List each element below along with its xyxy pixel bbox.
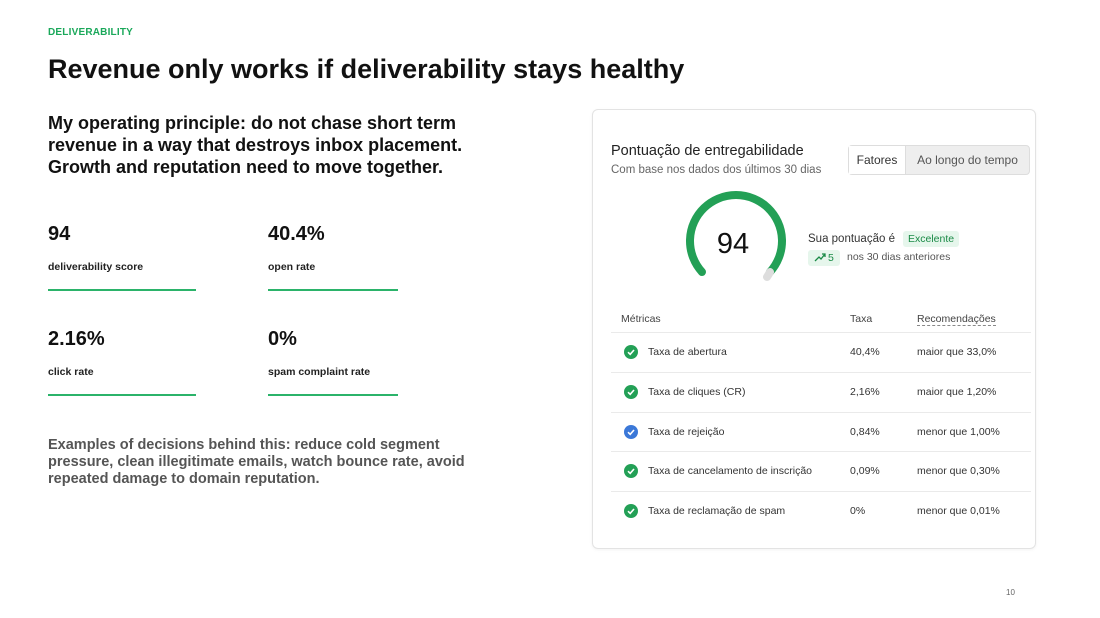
column-header: Taxa	[850, 313, 873, 325]
slide-title: Revenue only works if deliverability sta…	[48, 54, 685, 84]
metric-rate: 2,16%	[850, 385, 880, 398]
status-icon	[624, 384, 638, 399]
status-icon	[624, 424, 638, 439]
metric-label: open rate	[268, 261, 316, 273]
gauge	[686, 191, 786, 281]
examples-line: pressure, clean illegitimate emails, wat…	[48, 454, 465, 470]
score-value: 94	[716, 228, 750, 260]
metric-recommendation: menor que 1,00%	[917, 425, 1000, 438]
metric-rate: 0%	[850, 505, 866, 518]
metric-label: spam complaint rate	[268, 366, 371, 378]
rating-badge: Excelente	[903, 231, 960, 247]
column-header: Métricas	[621, 313, 661, 325]
card-title: Pontuação de entregabilidade	[611, 143, 804, 159]
column-header: Recomendações	[917, 313, 996, 326]
principle-line: revenue in a way that destroys inbox pla…	[48, 135, 463, 155]
metric-value: 0%	[268, 328, 297, 350]
metric-recommendation: menor que 0,30%	[917, 465, 1000, 478]
principle-line: Growth and reputation need to move toget…	[48, 157, 444, 177]
row-separator	[611, 411, 1031, 413]
metric-rate: 0,84%	[850, 425, 880, 438]
principle-line: My operating principle: do not chase sho…	[48, 113, 457, 133]
gauge-rest	[763, 268, 774, 281]
row-separator	[611, 451, 1031, 453]
change-text: nos 30 dias anteriores	[847, 251, 951, 263]
examples-line: Examples of decisions behind this: reduc…	[48, 437, 440, 453]
change-badge: 5	[808, 250, 840, 266]
row-separator	[611, 371, 1031, 373]
card-subtitle: Com base nos dados dos últimos 30 dias	[611, 164, 822, 176]
tab[interactable]: Ao longo do tempo	[917, 153, 1018, 167]
trend-icon	[814, 253, 826, 262]
metric-rate: 40,4%	[850, 346, 880, 358]
metric-value: 94	[48, 223, 71, 245]
tab[interactable]: Fatores	[849, 146, 906, 174]
metric-rule	[268, 289, 398, 291]
score-text: Sua pontuação é	[808, 233, 895, 245]
metric-recommendation: menor que 0,01%	[917, 505, 1000, 518]
metric-rate: 0,09%	[850, 465, 880, 478]
row-separator	[611, 332, 1031, 333]
page-number: 10	[1006, 588, 1015, 597]
metric-name: Taxa de abertura	[648, 346, 727, 358]
eyebrow: DELIVERABILITY	[48, 27, 134, 38]
metric-rule	[48, 394, 196, 396]
status-icon	[624, 504, 638, 519]
metric-value: 40.4%	[268, 223, 325, 245]
status-icon	[624, 464, 638, 479]
score-card	[592, 109, 1036, 549]
metric-value: 2.16%	[48, 328, 105, 350]
metric-name: Taxa de cliques (CR)	[648, 385, 746, 398]
metric-name: Taxa de cancelamento de inscrição	[648, 465, 813, 478]
metric-recommendation: maior que 1,20%	[917, 385, 997, 398]
metric-rule	[48, 289, 196, 291]
metric-recommendation: maior que 33,0%	[917, 346, 997, 358]
examples-line: repeated damage to domain reputation.	[48, 471, 320, 487]
metric-name: Taxa de rejeição	[648, 425, 725, 438]
metric-label: click rate	[48, 366, 94, 378]
status-icon	[624, 345, 638, 359]
row-separator	[611, 491, 1031, 493]
metric-label: deliverability score	[48, 261, 144, 273]
gauge-arc	[686, 191, 786, 276]
metric-rule	[268, 394, 398, 396]
metric-name: Taxa de reclamação de spam	[648, 505, 786, 518]
